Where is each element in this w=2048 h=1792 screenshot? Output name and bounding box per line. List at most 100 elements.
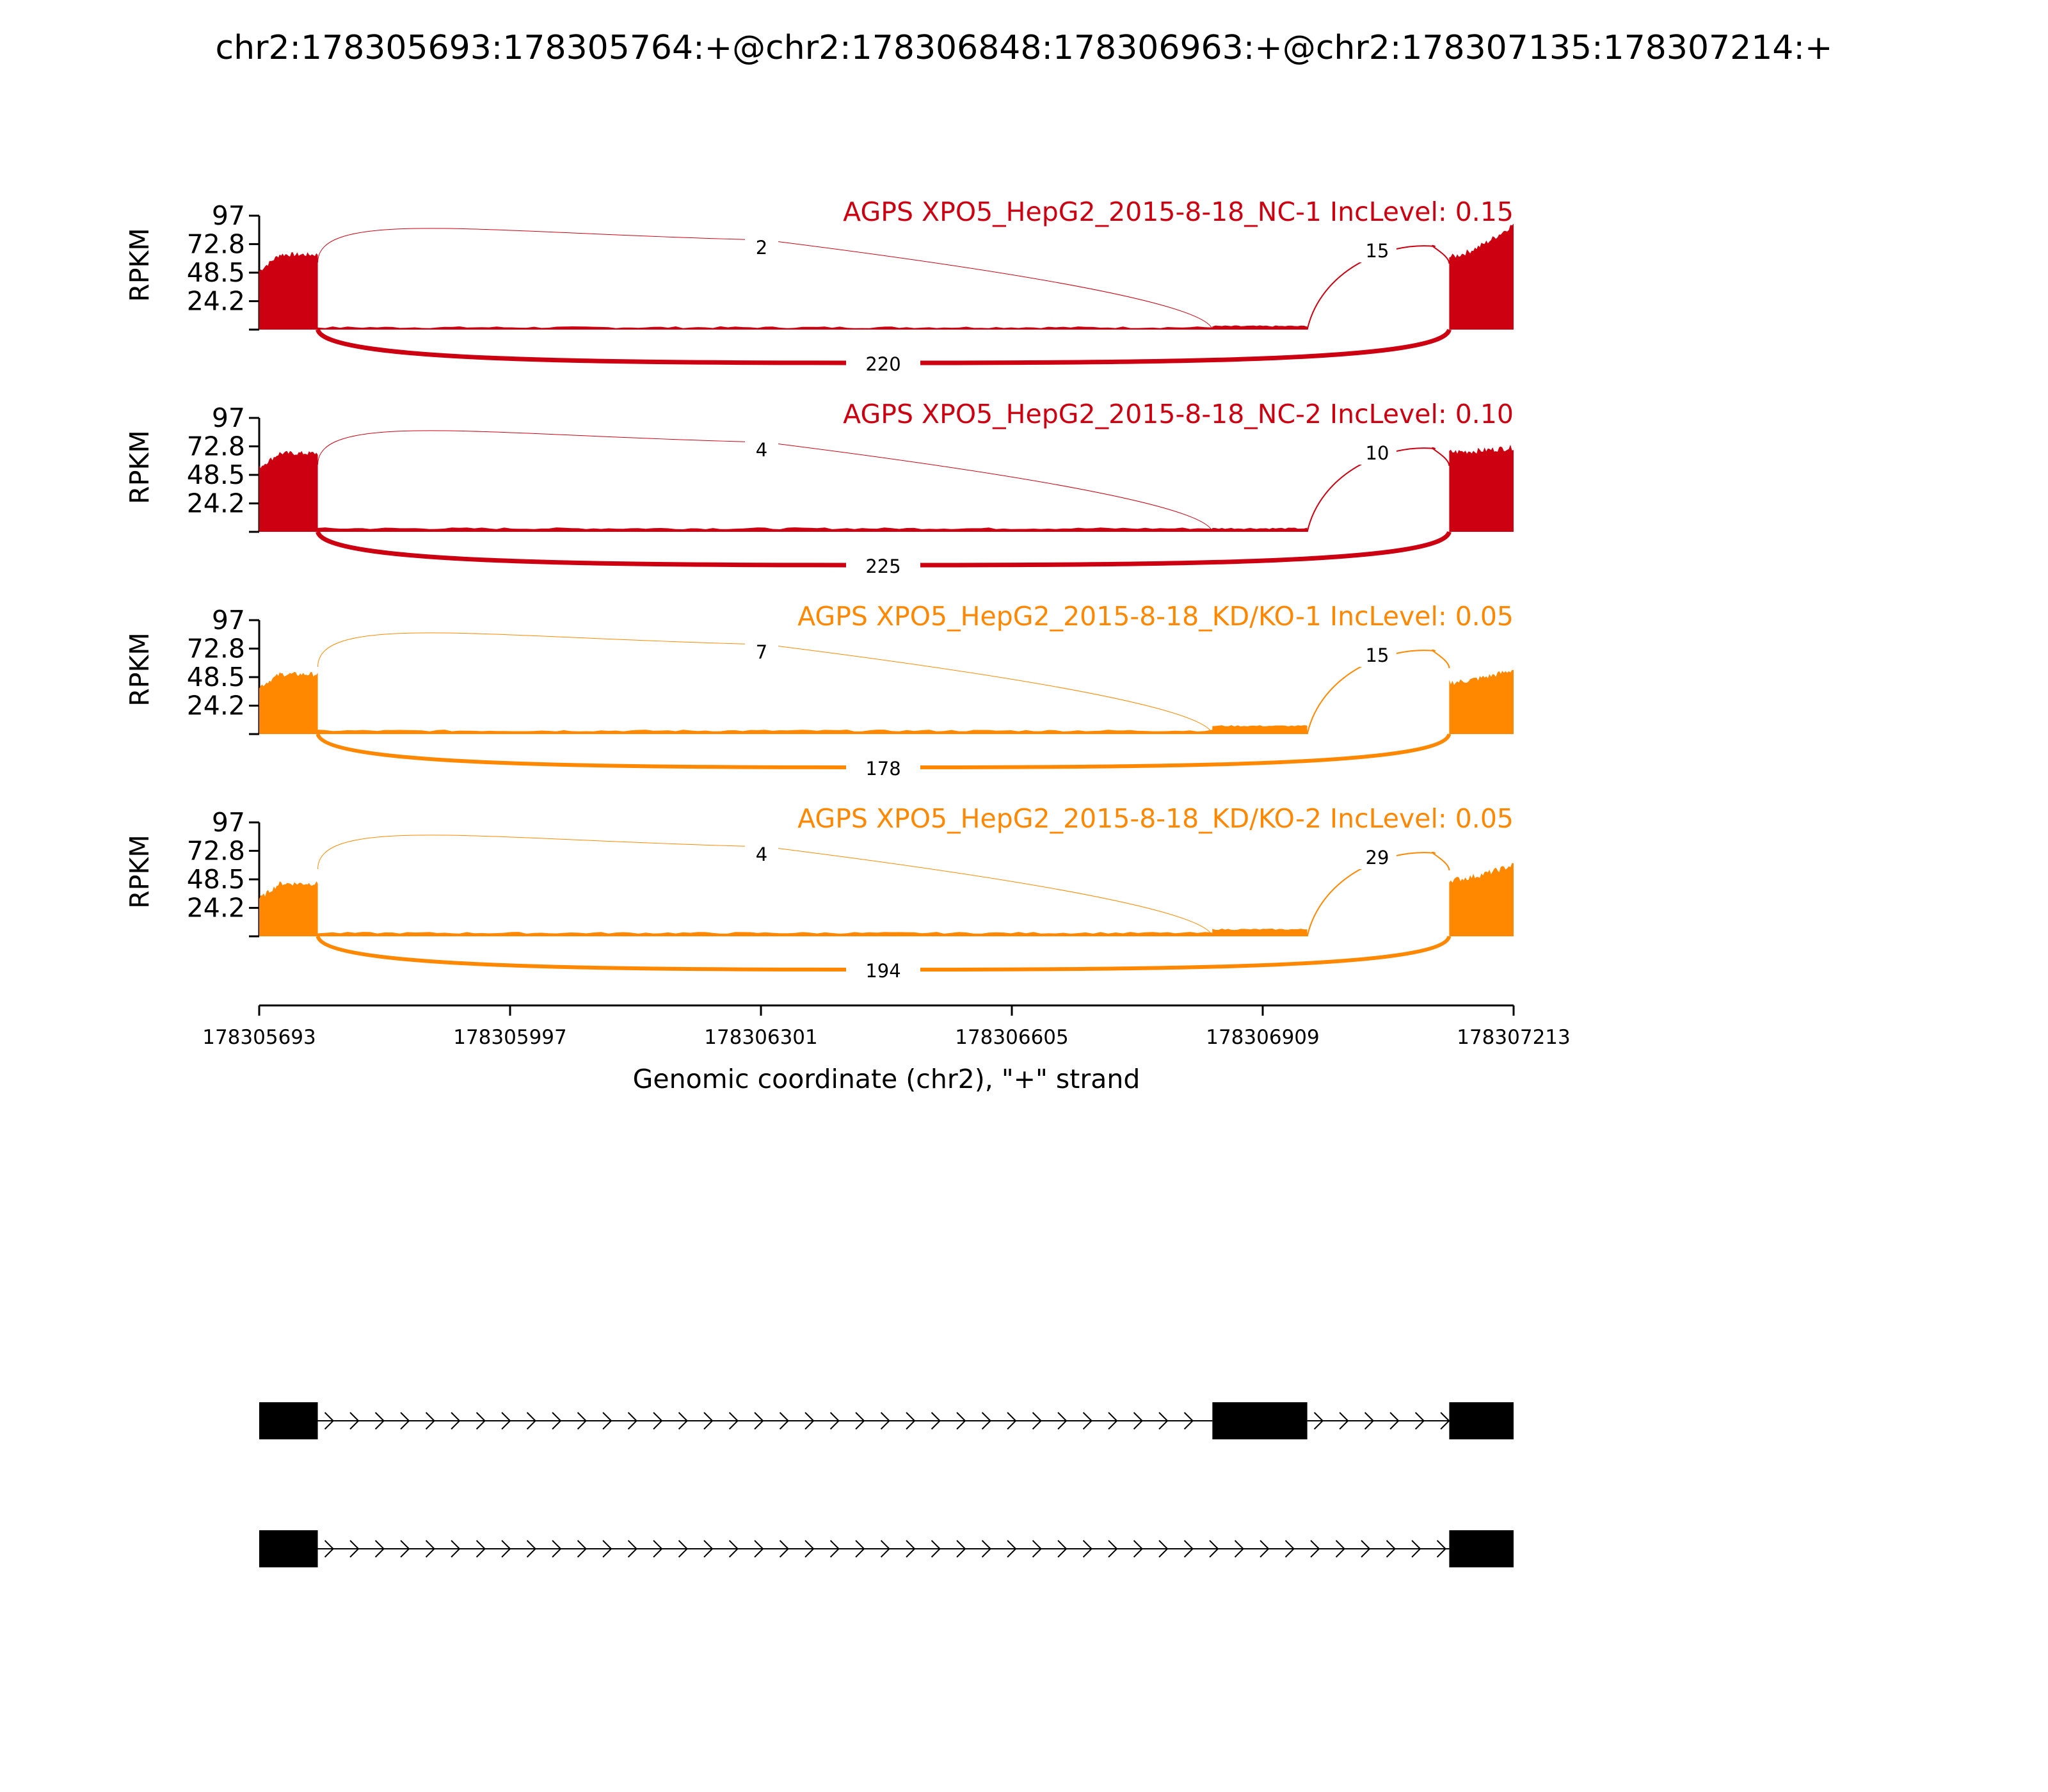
- junction-label-upstream: 7: [756, 641, 767, 663]
- x-tick-label: 178305997: [453, 1026, 567, 1049]
- y-tick-label: 24.2: [187, 286, 245, 317]
- panel-title: AGPS XPO5_HepG2_2015-8-18_KD/KO-2 IncLev…: [797, 803, 1514, 834]
- y-tick-label: 72.8: [187, 431, 245, 461]
- strand-chevron: [1386, 1540, 1396, 1558]
- strand-chevron: [1057, 1540, 1068, 1558]
- strand-chevron: [703, 1412, 714, 1430]
- strand-chevron: [1436, 1540, 1446, 1558]
- strand-chevron: [1313, 1412, 1324, 1430]
- strand-chevron: [1158, 1540, 1169, 1558]
- strand-chevron: [552, 1540, 562, 1558]
- junction-label-downstream: 10: [1366, 442, 1389, 464]
- strand-chevron: [653, 1412, 663, 1430]
- panel-title: AGPS XPO5_HepG2_2015-8-18_NC-1 IncLevel:…: [843, 196, 1514, 227]
- y-tick-label: 24.2: [187, 488, 245, 519]
- junction-label-bg: [1358, 845, 1396, 869]
- junction-label-downstream: 15: [1366, 644, 1389, 666]
- strand-chevron: [476, 1540, 486, 1558]
- strand-chevron: [829, 1412, 840, 1430]
- junction-label-bg: [1358, 643, 1396, 667]
- strand-chevron: [374, 1412, 385, 1430]
- strand-chevron: [653, 1540, 663, 1558]
- strand-chevron: [1108, 1540, 1118, 1558]
- strand-chevron: [703, 1540, 714, 1558]
- y-axis-label: RPKM: [124, 632, 155, 706]
- strand-chevron: [1183, 1540, 1194, 1558]
- strand-chevron: [956, 1412, 966, 1430]
- junction-arc-downstream: [1306, 447, 1450, 532]
- strand-chevron: [931, 1540, 941, 1558]
- junction-label-exclusion: 225: [865, 556, 900, 577]
- strand-chevron: [526, 1540, 536, 1558]
- strand-chevron: [577, 1412, 587, 1430]
- strand-chevron: [1284, 1540, 1295, 1558]
- strand-chevron: [931, 1412, 941, 1430]
- strand-chevron: [1032, 1412, 1042, 1430]
- y-tick-label: 48.5: [187, 257, 245, 288]
- junction-arc-downstream: [1306, 244, 1450, 330]
- strand-chevron: [1364, 1412, 1375, 1430]
- strand-chevron: [577, 1540, 587, 1558]
- strand-chevron: [779, 1540, 789, 1558]
- y-tick-label: 97: [212, 403, 245, 433]
- x-tick-label: 178306605: [955, 1026, 1069, 1049]
- strand-chevron: [1209, 1540, 1219, 1558]
- strand-chevron: [1260, 1540, 1270, 1558]
- panel-title: AGPS XPO5_HepG2_2015-8-18_KD/KO-1 IncLev…: [797, 601, 1514, 632]
- y-tick-label: 24.2: [187, 691, 245, 721]
- strand-chevron: [1335, 1540, 1345, 1558]
- exon-block: [259, 1530, 318, 1567]
- strand-chevron: [1133, 1540, 1143, 1558]
- junction-label-upstream: 4: [756, 844, 767, 865]
- junction-label-upstream: 4: [756, 439, 767, 461]
- exon-block: [1449, 1530, 1514, 1567]
- strand-chevron: [627, 1412, 637, 1430]
- strand-chevron: [956, 1540, 966, 1558]
- exon-block: [1212, 1402, 1308, 1439]
- strand-chevron: [501, 1540, 511, 1558]
- strand-chevron: [476, 1412, 486, 1430]
- strand-chevron: [425, 1540, 435, 1558]
- junction-label-bg: [745, 842, 778, 866]
- junction-arc-downstream: [1306, 649, 1450, 735]
- strand-chevron: [855, 1412, 865, 1430]
- strand-chevron: [349, 1540, 360, 1558]
- strand-chevron: [400, 1540, 410, 1558]
- strand-chevron: [501, 1412, 511, 1430]
- coverage-area: [259, 863, 1514, 936]
- y-tick-label: 72.8: [187, 633, 245, 664]
- coverage-area: [259, 669, 1514, 734]
- junction-label-bg: [1358, 440, 1396, 465]
- junction-arc-downstream: [1306, 851, 1450, 937]
- x-axis: 178305693 178305997 178306301 178306605 1783…: [202, 1004, 1571, 1049]
- strand-chevron: [552, 1412, 562, 1430]
- y-tick-label: 72.8: [187, 228, 245, 259]
- junction-label-bg: [745, 437, 778, 461]
- strand-chevron: [526, 1412, 536, 1430]
- strand-chevron: [1414, 1412, 1425, 1430]
- strand-chevron: [627, 1540, 637, 1558]
- strand-chevron: [602, 1412, 612, 1430]
- strand-chevron: [981, 1412, 991, 1430]
- strand-chevron: [602, 1540, 612, 1558]
- strand-chevron: [754, 1412, 764, 1430]
- x-tick-label: 178306909: [1206, 1026, 1320, 1049]
- y-axis-label: RPKM: [124, 430, 155, 504]
- isoform-2: [259, 1530, 1514, 1567]
- isoform-1: [259, 1402, 1514, 1439]
- strand-chevron: [425, 1412, 435, 1430]
- strand-chevron: [779, 1412, 789, 1430]
- y-tick-label: 97: [212, 807, 245, 838]
- y-tick-label: 97: [212, 200, 245, 231]
- strand-chevron: [906, 1412, 916, 1430]
- strand-chevron: [804, 1540, 815, 1558]
- strand-chevron: [728, 1412, 739, 1430]
- junction-label-bg: [846, 350, 920, 377]
- coverage-area: [259, 444, 1514, 532]
- junction-label-bg: [745, 639, 778, 664]
- strand-chevron: [1007, 1412, 1017, 1430]
- strand-chevron: [1032, 1540, 1042, 1558]
- junction-label-bg: [1358, 238, 1396, 262]
